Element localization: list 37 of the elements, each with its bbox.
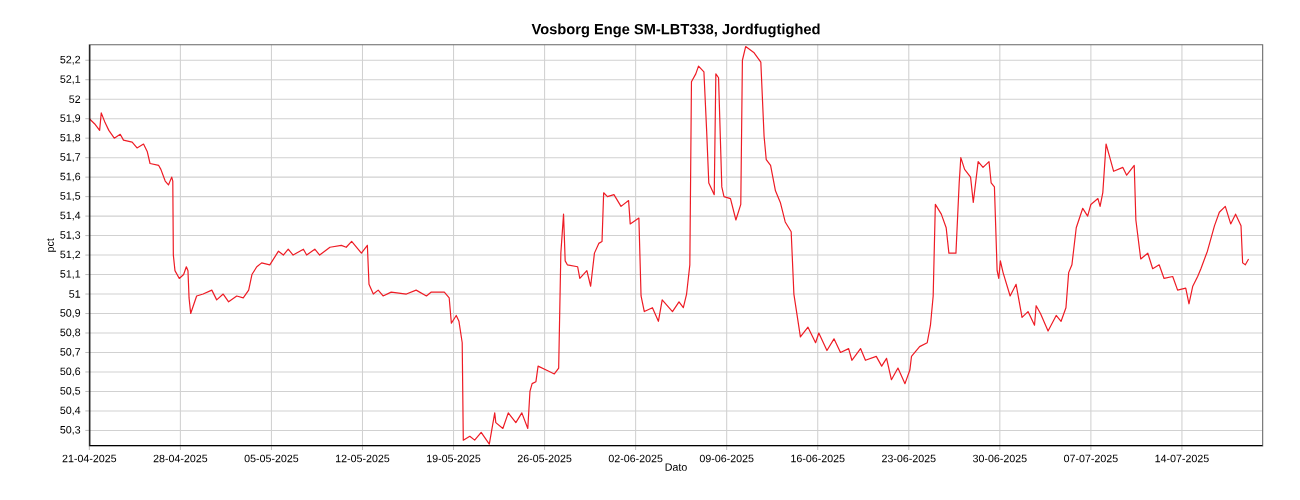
chart-title: Vosborg Enge SM-LBT338, Jordfugtighed xyxy=(531,23,820,38)
y-tick-label: 51,1 xyxy=(60,270,81,279)
x-tick-label: 23-06-2025 xyxy=(882,454,936,463)
x-tick-label: 14-07-2025 xyxy=(1155,454,1209,463)
x-tick-label: 16-06-2025 xyxy=(791,454,845,463)
y-tick-label: 50,4 xyxy=(60,406,81,416)
y-tick-label: 50,6 xyxy=(60,367,81,377)
y-tick-label: 52,1 xyxy=(60,75,81,85)
x-tick-label: 19-05-2025 xyxy=(427,454,481,463)
line-series xyxy=(89,46,1250,445)
y-tick-label: 51,7 xyxy=(60,153,81,163)
x-tick-label: 02-06-2025 xyxy=(608,454,663,463)
y-tick-label: 50,8 xyxy=(60,328,81,338)
x-axis-title: Dato xyxy=(665,463,687,471)
y-tick-label: 51,8 xyxy=(60,133,81,143)
y-tick-label: 50,3 xyxy=(60,426,81,435)
y-tick-label: 51 xyxy=(69,290,81,298)
y-tick-label: 50,7 xyxy=(60,348,81,357)
y-tick-label: 51,4 xyxy=(60,211,81,221)
y-tick-label: 50,9 xyxy=(60,309,81,318)
y-tick-label: 51,2 xyxy=(60,250,81,260)
y-tick-label: 52 xyxy=(69,95,81,103)
x-tick-label: 26-05-2025 xyxy=(517,454,572,463)
y-tick-label: 51,9 xyxy=(60,114,81,124)
y-tick-label: 51,3 xyxy=(60,231,81,240)
x-tick-label: 07-07-2025 xyxy=(1064,454,1118,463)
x-tick-label: 12-05-2025 xyxy=(336,454,390,463)
x-tick-label: 09-06-2025 xyxy=(699,454,754,463)
x-tick-label: 30-06-2025 xyxy=(972,454,1027,463)
y-tick-label: 51,5 xyxy=(60,192,81,201)
y-axis-title: pct xyxy=(46,238,57,252)
x-tick-label: 28-04-2025 xyxy=(153,454,208,463)
x-tick-label: 21-04-2025 xyxy=(62,454,117,463)
x-tick-label: 05-05-2025 xyxy=(244,454,299,463)
y-tick-label: 50,5 xyxy=(60,387,81,396)
y-tick-label: 51,6 xyxy=(60,172,81,182)
y-tick-label: 52,2 xyxy=(60,55,81,65)
